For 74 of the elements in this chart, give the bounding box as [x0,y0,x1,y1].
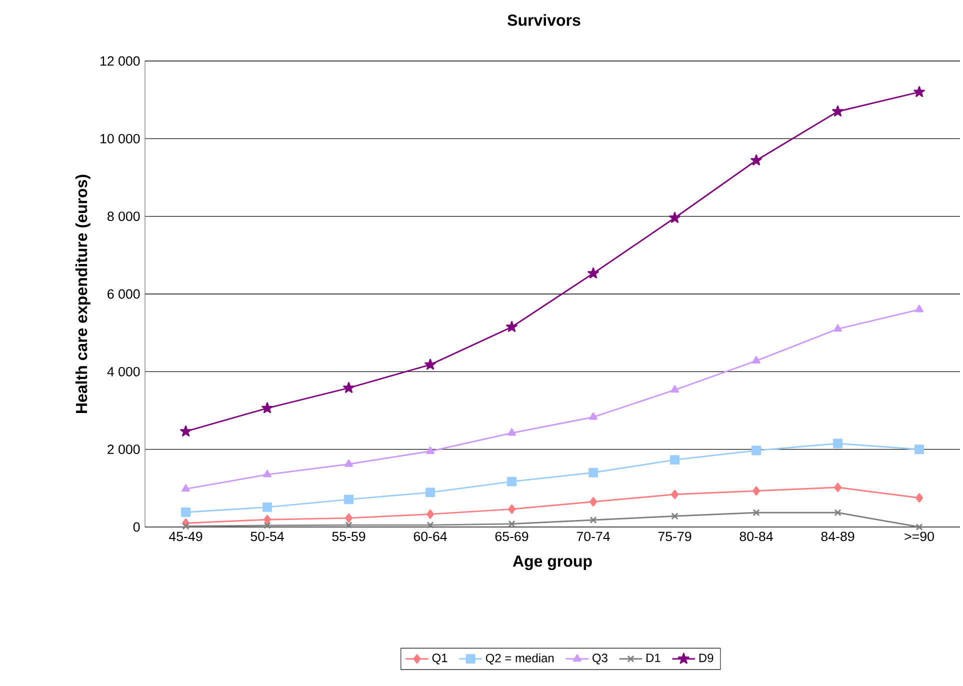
legend-label: D9 [699,654,714,662]
point [426,509,434,519]
point [916,493,923,503]
point [426,446,434,454]
x-tick-label: 75-79 [658,532,692,542]
point [264,514,271,524]
point [345,521,352,529]
point [669,212,680,223]
y-tick-label: 12 000 [100,56,140,66]
point [834,509,842,516]
point [589,412,598,420]
point [752,486,760,496]
point [181,508,190,517]
point [588,267,599,278]
y-tick-label: 4 000 [107,366,140,376]
point [344,459,353,467]
point [426,488,435,498]
legend-label: Q1 [432,654,448,664]
legend-label: Q3 [592,654,608,664]
x-tick-label: 84-89 [821,532,854,542]
y-tick-label: 8 000 [108,212,140,222]
point [750,154,762,166]
point [916,523,923,531]
point [671,512,678,520]
point [262,402,273,414]
x-tick-label: 55-59 [332,532,366,542]
point [343,382,354,393]
point [262,502,272,512]
y-axis-title: Health care expenditure (euros) [75,174,90,413]
point [506,321,518,332]
point [180,426,192,436]
point [833,438,842,448]
point [508,428,516,436]
point [752,446,761,456]
point [426,521,434,529]
point [182,484,190,492]
point [590,497,597,506]
point [914,444,924,454]
point [508,520,516,528]
x-tick-label: 80-84 [740,532,773,542]
point [915,304,924,312]
point [182,522,190,530]
y-tick-label: 2 000 [108,444,140,454]
point [914,86,925,98]
x-tick-label: >=90 [904,532,934,542]
point [588,468,598,478]
point [264,522,271,530]
x-tick-label: 65-69 [495,532,528,542]
x-tick-label: 60-64 [414,532,447,542]
point [345,513,352,523]
point [670,385,679,393]
legend-label: Q2 = median [486,654,554,664]
point [834,482,842,492]
chart-title: Survivors [508,14,580,26]
point [670,455,680,465]
y-tick-label: 0 [133,522,140,532]
point [508,504,516,514]
point [263,470,272,478]
point [752,356,760,364]
x-axis-title: Age group [512,556,592,570]
point [834,324,842,332]
y-tick-label: 10 000 [100,134,140,144]
x-tick-label: 50-54 [250,532,284,542]
x-tick-label: 70-74 [576,532,610,542]
point [424,358,436,370]
legend-label: D1 [646,654,660,662]
point [671,490,678,500]
point [752,509,760,516]
x-tick-label: 45-49 [169,532,202,542]
point [507,476,516,486]
point [590,516,597,524]
y-tick-label: 6 000 [108,289,140,299]
point [344,494,354,504]
point [832,106,844,116]
